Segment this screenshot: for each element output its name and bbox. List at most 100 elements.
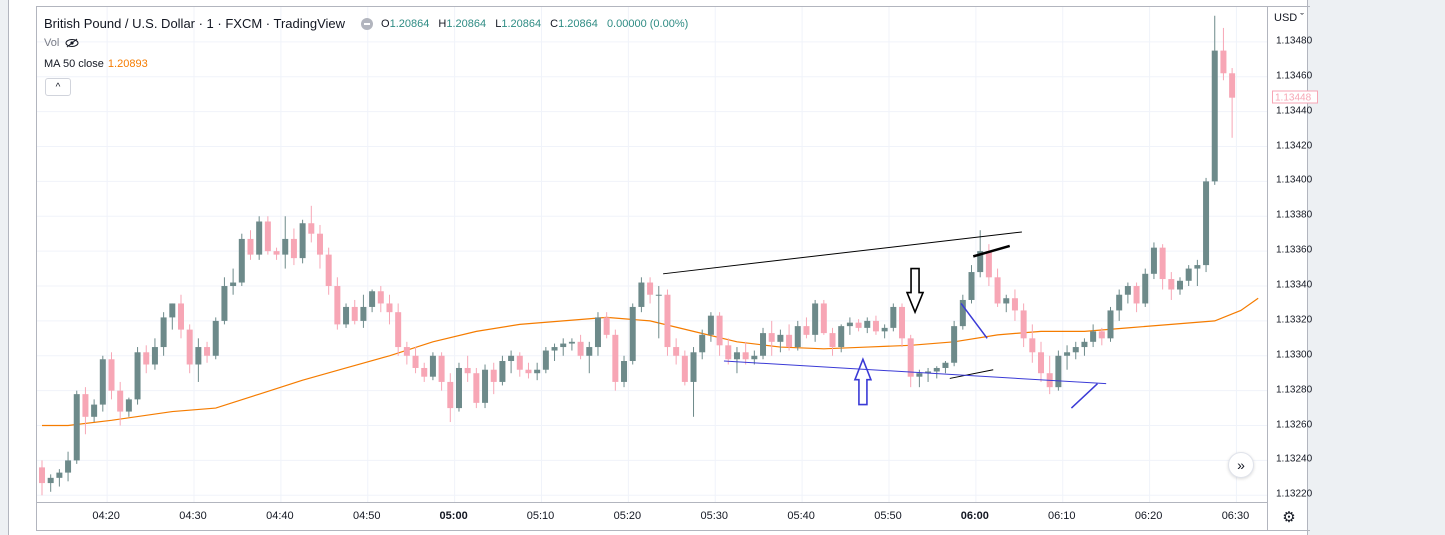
- candle-body: [1133, 286, 1140, 304]
- time-tick-label: 05:40: [787, 510, 815, 522]
- candle-body: [325, 254, 332, 287]
- candle-body: [803, 326, 810, 335]
- candle-body: [907, 338, 914, 377]
- candle-body: [777, 334, 784, 342]
- candle-body: [760, 333, 767, 356]
- open-label: O: [381, 17, 390, 30]
- candle-body: [351, 306, 358, 321]
- scroll-to-realtime-button[interactable]: »: [1228, 452, 1254, 478]
- candle-body: [204, 347, 211, 356]
- candlestick-chart[interactable]: [37, 7, 1268, 503]
- time-tick-label: 05:20: [613, 510, 642, 522]
- time-tick-label: 04:40: [266, 510, 294, 522]
- gear-icon: ⚙: [1282, 508, 1296, 526]
- symbol-title[interactable]: British Pound / U.S. Dollar · 1 · FXCM ·…: [44, 16, 346, 31]
- ma-label: MA 50 close: [44, 58, 104, 70]
- candle-body: [560, 343, 567, 348]
- candle-body: [91, 404, 98, 417]
- candle-body: [1124, 286, 1131, 295]
- candle-body: [499, 361, 506, 382]
- candle-body: [742, 352, 749, 360]
- candle-body: [786, 334, 793, 348]
- price-tick-label: 1.13420: [1276, 140, 1313, 151]
- candle-body: [186, 329, 193, 365]
- candle-body: [846, 322, 853, 327]
- volume-label: Vol: [44, 37, 60, 49]
- candle-body: [282, 238, 289, 255]
- time-tick-label: 05:00: [439, 510, 468, 522]
- minus-circle-icon[interactable]: [361, 17, 374, 30]
- price-tick-label: 1.13480: [1276, 35, 1313, 47]
- trend-line: [972, 244, 1011, 258]
- candle-body: [1229, 73, 1236, 98]
- candle-body: [577, 341, 584, 356]
- arrow-down-annotation: [905, 267, 925, 315]
- price-tick-label: 1.13400: [1276, 174, 1313, 186]
- candle-body: [612, 334, 619, 382]
- price-tick-label: 1.13440: [1276, 105, 1313, 117]
- price-tick-label: 1.13320: [1276, 314, 1313, 326]
- candle-body: [1107, 310, 1114, 339]
- candle-body: [1159, 247, 1166, 280]
- candle-body: [951, 326, 958, 363]
- eye-hidden-icon[interactable]: [65, 38, 79, 48]
- candle-body: [455, 367, 462, 409]
- candle-body: [1072, 347, 1079, 353]
- candle-body: [169, 303, 176, 318]
- time-axis[interactable]: [36, 503, 1268, 531]
- candle-body: [968, 272, 975, 300]
- candle-body: [1090, 331, 1097, 342]
- chart-plot-area[interactable]: [36, 6, 1268, 503]
- candle-body: [699, 334, 706, 353]
- candle-body: [716, 315, 723, 346]
- candle-body: [959, 299, 966, 327]
- candle-body: [820, 303, 827, 334]
- trend-line: [1070, 383, 1098, 409]
- candle-body: [395, 312, 402, 348]
- candle-body: [673, 347, 680, 356]
- time-tick-label: 05:10: [526, 510, 555, 522]
- candle-body: [334, 286, 341, 325]
- candle-body: [273, 251, 280, 255]
- price-axis[interactable]: [1268, 6, 1310, 503]
- candle-body: [812, 303, 819, 335]
- candle-body: [377, 291, 384, 304]
- candle-body: [125, 399, 132, 412]
- candle-body: [751, 355, 758, 360]
- candle-body: [82, 394, 89, 417]
- candle-body: [99, 359, 106, 405]
- candle-body: [1055, 355, 1062, 388]
- time-tick-label: 06:00: [960, 510, 989, 522]
- candle-body: [134, 352, 141, 400]
- candle-body: [308, 223, 315, 234]
- double-chevron-right-icon: »: [1237, 457, 1245, 473]
- candle-body: [482, 369, 489, 403]
- candle-body: [603, 317, 610, 335]
- candle-body: [56, 472, 63, 478]
- candle-body: [1203, 181, 1210, 266]
- moving-average-legend[interactable]: MA 50 close 1.20893: [44, 58, 148, 70]
- candle-body: [994, 277, 1001, 304]
- candle-body: [73, 394, 80, 461]
- chevron-down-icon: ˇ: [1297, 12, 1304, 24]
- high-label: H: [438, 17, 447, 30]
- candle-body: [985, 251, 992, 278]
- candle-body: [421, 367, 428, 377]
- candle-body: [707, 315, 714, 335]
- candle-body: [1185, 268, 1192, 281]
- collapse-legend-button[interactable]: ^: [45, 78, 71, 96]
- chart-settings-button[interactable]: ⚙: [1268, 503, 1310, 531]
- candle-body: [1211, 50, 1218, 182]
- candle-body: [890, 306, 897, 328]
- volume-indicator[interactable]: Vol: [44, 37, 79, 49]
- price-tick-label: 1.13300: [1276, 349, 1313, 361]
- candle-body: [733, 352, 740, 360]
- candle-body: [1142, 273, 1149, 304]
- trend-line: [663, 231, 1022, 275]
- candle-body: [490, 369, 497, 382]
- candle-body: [1003, 298, 1010, 304]
- candle-body: [629, 306, 636, 362]
- change-value: 0.00000 (0.00%): [606, 17, 689, 30]
- candle-body: [508, 355, 515, 362]
- currency-selector[interactable]: USD ˇ: [1274, 12, 1304, 24]
